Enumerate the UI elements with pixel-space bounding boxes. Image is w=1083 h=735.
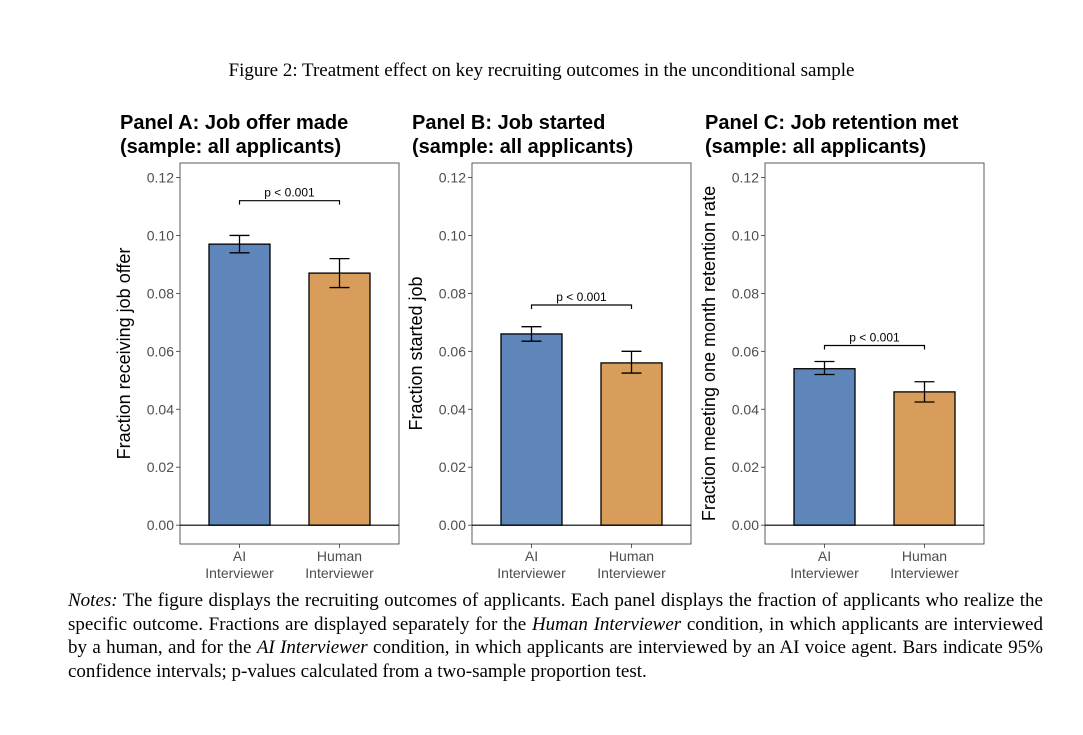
panel-b-title-line-1: Panel B: Job started: [412, 112, 605, 134]
panel-c-x-tick-label-line-2: Interviewer: [890, 565, 959, 581]
panel-b-x-tick-label-line-2: Interviewer: [597, 565, 666, 581]
notes-italic-human-interviewer: Human Interviewer: [531, 613, 682, 635]
panel-b-y-tick-label: 0.08: [439, 285, 466, 301]
panel-c-plot-frame: [764, 162, 985, 545]
panel-c-title-line-1: Panel C: Job retention met: [705, 112, 959, 134]
panel-a-x-tick-label-line-2: Interviewer: [205, 565, 274, 581]
panel-a-y-tick-label: 0.02: [147, 459, 174, 475]
panel-a-title-line-1: Panel A: Job offer made: [120, 112, 348, 134]
panel-c-bar-human-interviewer: [893, 391, 956, 526]
panel-c-y-tick-label: 0.08: [732, 285, 759, 301]
panel-b-plot-frame: [471, 162, 692, 545]
panel-a-y-axis-label: Fraction receiving job offer: [114, 248, 134, 460]
panel-c-x-tick-label-line-1: AI: [818, 548, 831, 564]
panel-c-y-axis-label: Fraction meeting one month retention rat…: [699, 186, 719, 521]
panel-b-bar-ai-interviewer: [500, 333, 563, 526]
charts-canvas: Panel A: Job offer made(sample: all appl…: [114, 112, 985, 581]
panel-b-y-tick-label: 0.00: [439, 517, 466, 533]
notes-text-2: condition, in which applicants are inter…: [68, 613, 1043, 659]
panel-c-y-tick-label: 0.02: [732, 459, 759, 475]
panel-b-y-tick-label: 0.04: [439, 401, 466, 417]
panel-c-x-tick-label-line-2: Interviewer: [790, 565, 859, 581]
panel-a-x-tick-label-line-2: Interviewer: [305, 565, 374, 581]
panel-a-y-tick-label: 0.08: [147, 285, 174, 301]
panel-c-y-tick-label: 0.06: [732, 343, 759, 359]
panel-a-y-tick-label: 0.04: [147, 401, 174, 417]
notes-italic-ai-interviewer: AI Interviewer: [256, 637, 368, 658]
panel-b-y-axis-label: Fraction started job: [406, 276, 426, 430]
panel-a-y-tick-label: 0.00: [147, 517, 174, 533]
panel-a-bar-ai-interviewer: [208, 243, 271, 526]
panel-c-y-tick-label: 0.12: [732, 169, 759, 185]
panel-b-significance-bracket: [530, 304, 633, 309]
notes-text-3: condition, in which applicants are inter…: [68, 637, 1044, 682]
panel-b-x-tick-label-line-2: Interviewer: [497, 565, 566, 581]
panel-b-y-tick-label: 0.10: [439, 227, 466, 243]
panel-a-y-tick-label: 0.10: [147, 227, 174, 243]
panel-b-bar-human-interviewer: [600, 362, 663, 526]
notes-label: Notes:: [68, 590, 118, 611]
panel-b-y-tick-label: 0.12: [439, 169, 466, 185]
figure-caption: Figure 2: Treatment effect on key recrui…: [228, 60, 855, 81]
panel-c-significance-bracket: [823, 344, 926, 350]
panel-a-significance-bracket: [238, 200, 341, 205]
panel-c-title-line-2: (sample: all applicants): [705, 136, 926, 158]
notes-text-1: The figure displays the recruiting outco…: [68, 590, 1043, 635]
panel-a-y-tick-label: 0.12: [147, 169, 174, 185]
panel-c-bar-ai-interviewer: [793, 368, 856, 526]
panel-b-p-value-label: p < 0.001: [556, 290, 607, 304]
panel-a-x-tick-label-line-1: AI: [233, 548, 246, 564]
panel-b-x-tick-label-line-1: AI: [525, 548, 538, 564]
panel-b-title-line-2: (sample: all applicants): [412, 136, 633, 158]
figure-notes: Notes: The figure displays the recruitin…: [68, 589, 1043, 683]
panel-b-y-tick-label: 0.06: [439, 343, 466, 359]
panel-c-y-tick-label: 0.10: [732, 227, 759, 243]
panel-c-y-tick-label: 0.04: [732, 401, 759, 417]
panel-a-p-value-label: p < 0.001: [264, 186, 315, 200]
panel-c-x-tick-label-line-1: Human: [902, 548, 947, 564]
panel-a-plot-frame: [179, 162, 400, 545]
panel-a-y-tick-label: 0.06: [147, 343, 174, 359]
panel-a-bar-human-interviewer: [308, 272, 371, 526]
panel-c-y-tick-label: 0.00: [732, 517, 759, 533]
panel-b-y-tick-label: 0.02: [439, 459, 466, 475]
panel-a-x-tick-label-line-1: Human: [317, 548, 362, 564]
panel-c-p-value-label: p < 0.001: [849, 331, 900, 345]
panel-a-title-line-2: (sample: all applicants): [120, 136, 341, 158]
panel-b-x-tick-label-line-1: Human: [609, 548, 654, 564]
